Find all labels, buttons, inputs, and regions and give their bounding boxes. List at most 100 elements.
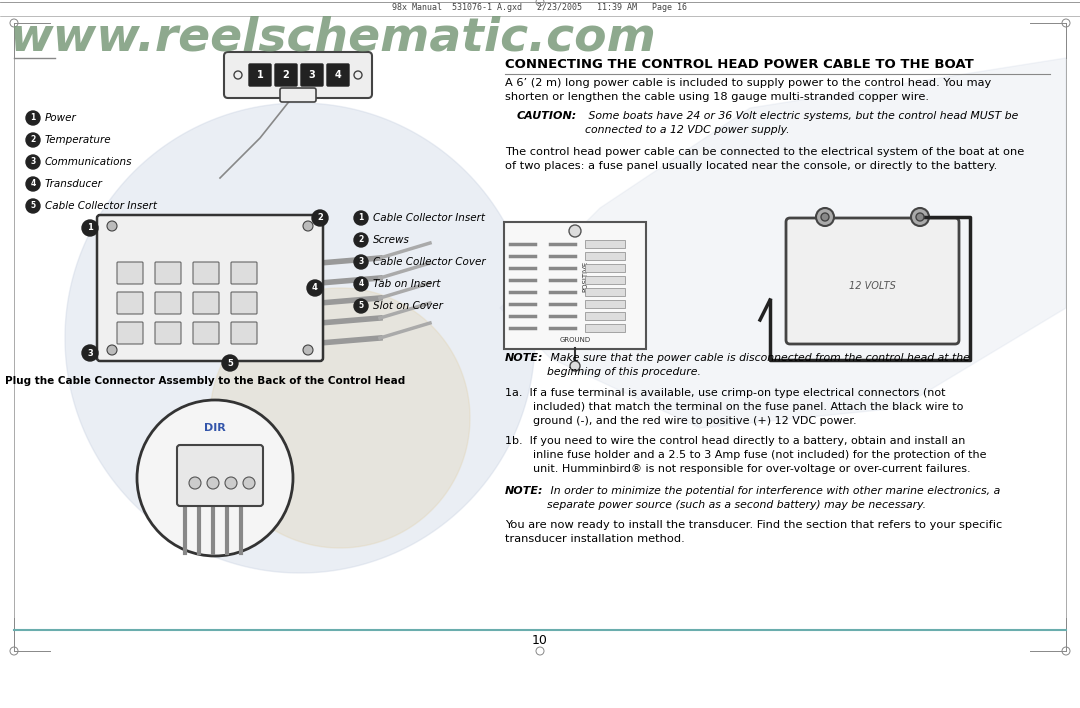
FancyBboxPatch shape	[585, 324, 625, 332]
Text: 1a.  If a fuse terminal is available, use crimp-on type electrical connectors (n: 1a. If a fuse terminal is available, use…	[505, 388, 963, 426]
FancyBboxPatch shape	[504, 222, 646, 349]
FancyBboxPatch shape	[585, 300, 625, 308]
Circle shape	[312, 210, 328, 226]
Circle shape	[916, 213, 924, 221]
FancyBboxPatch shape	[280, 88, 316, 102]
Circle shape	[303, 345, 313, 355]
Text: CONNECTING THE CONTROL HEAD POWER CABLE TO THE BOAT: CONNECTING THE CONTROL HEAD POWER CABLE …	[505, 58, 974, 71]
Polygon shape	[210, 288, 470, 548]
FancyBboxPatch shape	[117, 262, 143, 284]
FancyBboxPatch shape	[585, 264, 625, 272]
Text: 2: 2	[283, 70, 289, 80]
Circle shape	[303, 221, 313, 231]
Text: Cable Collector Cover: Cable Collector Cover	[373, 257, 486, 267]
Circle shape	[354, 277, 368, 291]
Text: 1: 1	[87, 224, 93, 232]
FancyBboxPatch shape	[117, 292, 143, 314]
Circle shape	[821, 213, 829, 221]
Text: Slot on Cover: Slot on Cover	[373, 301, 443, 311]
Circle shape	[354, 233, 368, 247]
Text: 1: 1	[359, 214, 364, 222]
Circle shape	[26, 133, 40, 147]
FancyBboxPatch shape	[177, 445, 264, 506]
FancyBboxPatch shape	[231, 292, 257, 314]
FancyBboxPatch shape	[301, 64, 323, 86]
Circle shape	[26, 111, 40, 125]
Text: Some boats have 24 or 36 Volt electric systems, but the control head MUST be
con: Some boats have 24 or 36 Volt electric s…	[585, 111, 1018, 135]
Circle shape	[137, 400, 293, 556]
Text: 3: 3	[359, 258, 364, 266]
Text: 1b.  If you need to wire the control head directly to a battery, obtain and inst: 1b. If you need to wire the control head…	[505, 436, 986, 474]
Text: Communications: Communications	[45, 157, 133, 167]
Circle shape	[354, 211, 368, 225]
Text: 12 VOLTS: 12 VOLTS	[849, 281, 895, 291]
Polygon shape	[500, 58, 1066, 428]
FancyBboxPatch shape	[231, 262, 257, 284]
Text: Plug the Cable Connector Assembly to the Back of the Control Head: Plug the Cable Connector Assembly to the…	[5, 376, 405, 386]
Text: 5: 5	[30, 202, 36, 210]
Circle shape	[307, 280, 323, 296]
Text: In order to minimize the potential for interference with other marine electronic: In order to minimize the potential for i…	[546, 486, 1000, 510]
Text: Temperature: Temperature	[45, 135, 111, 145]
Circle shape	[570, 361, 580, 371]
FancyBboxPatch shape	[97, 215, 323, 361]
Text: 98x Manual  531076-1 A.gxd   2/23/2005   11:39 AM   Page 16: 98x Manual 531076-1 A.gxd 2/23/2005 11:3…	[392, 3, 688, 11]
Text: Transducer: Transducer	[45, 179, 103, 189]
FancyBboxPatch shape	[327, 64, 349, 86]
Text: 10: 10	[532, 634, 548, 648]
Text: Screws: Screws	[373, 235, 410, 245]
Text: Make sure that the power cable is disconnected from the control head at the
begi: Make sure that the power cable is discon…	[546, 353, 970, 377]
FancyBboxPatch shape	[585, 288, 625, 296]
Polygon shape	[65, 103, 535, 573]
Text: You are now ready to install the transducer. Find the section that refers to you: You are now ready to install the transdu…	[505, 520, 1002, 544]
FancyBboxPatch shape	[585, 276, 625, 284]
Circle shape	[243, 477, 255, 489]
FancyBboxPatch shape	[249, 64, 271, 86]
Text: 3: 3	[30, 157, 36, 166]
FancyBboxPatch shape	[585, 312, 625, 320]
Circle shape	[354, 255, 368, 269]
FancyBboxPatch shape	[156, 262, 181, 284]
Text: 4: 4	[312, 283, 318, 292]
Circle shape	[107, 345, 117, 355]
Text: 5: 5	[227, 358, 233, 367]
FancyBboxPatch shape	[224, 52, 372, 98]
Circle shape	[354, 299, 368, 313]
Circle shape	[107, 221, 117, 231]
Text: The control head power cable can be connected to the electrical system of the bo: The control head power cable can be conn…	[505, 147, 1024, 171]
Text: 4: 4	[335, 70, 341, 80]
Text: www.reelschematic.com: www.reelschematic.com	[10, 16, 657, 60]
FancyBboxPatch shape	[275, 64, 297, 86]
Text: 2: 2	[318, 214, 323, 222]
FancyBboxPatch shape	[156, 292, 181, 314]
Text: 5: 5	[359, 302, 364, 311]
Circle shape	[225, 477, 237, 489]
Circle shape	[816, 208, 834, 226]
FancyBboxPatch shape	[585, 240, 625, 248]
FancyBboxPatch shape	[193, 322, 219, 344]
Text: Power: Power	[45, 113, 77, 123]
Text: Cable Collector Insert: Cable Collector Insert	[373, 213, 485, 223]
Text: 4: 4	[359, 280, 364, 288]
Circle shape	[26, 155, 40, 169]
Text: 1: 1	[257, 70, 264, 80]
FancyBboxPatch shape	[786, 218, 959, 344]
Circle shape	[26, 199, 40, 213]
Text: DIR: DIR	[204, 423, 226, 433]
FancyBboxPatch shape	[117, 322, 143, 344]
FancyBboxPatch shape	[193, 262, 219, 284]
Text: 2: 2	[359, 236, 364, 244]
Circle shape	[26, 177, 40, 191]
Text: 1: 1	[30, 113, 36, 122]
Text: 3: 3	[309, 70, 315, 80]
FancyBboxPatch shape	[585, 252, 625, 260]
Circle shape	[222, 355, 238, 371]
Text: Tab on Insert: Tab on Insert	[373, 279, 441, 289]
Circle shape	[569, 225, 581, 237]
FancyBboxPatch shape	[193, 292, 219, 314]
Text: GROUND: GROUND	[559, 337, 591, 343]
Circle shape	[912, 208, 929, 226]
FancyBboxPatch shape	[231, 322, 257, 344]
Circle shape	[189, 477, 201, 489]
FancyBboxPatch shape	[156, 322, 181, 344]
